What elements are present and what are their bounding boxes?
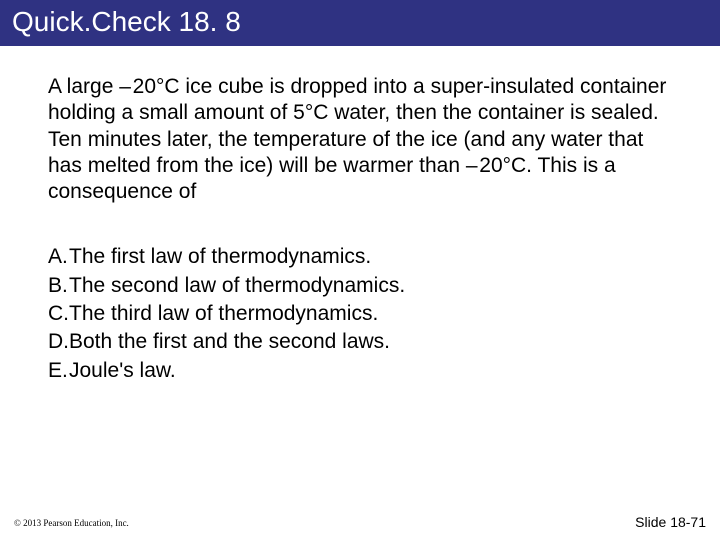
option-row: E. Joule's law. (48, 357, 405, 385)
question-text: A large – 20°C ice cube is dropped into … (48, 74, 672, 205)
title-bar: Quick.Check 18. 8 (0, 0, 720, 46)
option-letter: E. (48, 357, 69, 385)
option-row: C. The third law of thermodynamics. (48, 300, 405, 328)
option-text: Joule's law. (69, 357, 405, 385)
option-text: The first law of thermodynamics. (69, 243, 405, 271)
option-text: The third law of thermodynamics. (69, 300, 405, 328)
option-row: D. Both the first and the second laws. (48, 328, 405, 356)
option-text: Both the first and the second laws. (69, 328, 405, 356)
option-row: B. The second law of thermodynamics. (48, 272, 405, 300)
option-row: A. The first law of thermodynamics. (48, 243, 405, 271)
copyright-text: © 2013 Pearson Education, Inc. (14, 518, 129, 528)
slide-number: Slide 18-71 (635, 514, 706, 530)
option-letter: C. (48, 300, 69, 328)
option-text: The second law of thermodynamics. (69, 272, 405, 300)
slide-title: Quick.Check 18. 8 (12, 6, 708, 38)
option-letter: D. (48, 328, 69, 356)
options-list: A. The first law of thermodynamics. B. T… (48, 243, 405, 385)
option-letter: A. (48, 243, 69, 271)
content-area: A large – 20°C ice cube is dropped into … (0, 46, 720, 385)
option-letter: B. (48, 272, 69, 300)
